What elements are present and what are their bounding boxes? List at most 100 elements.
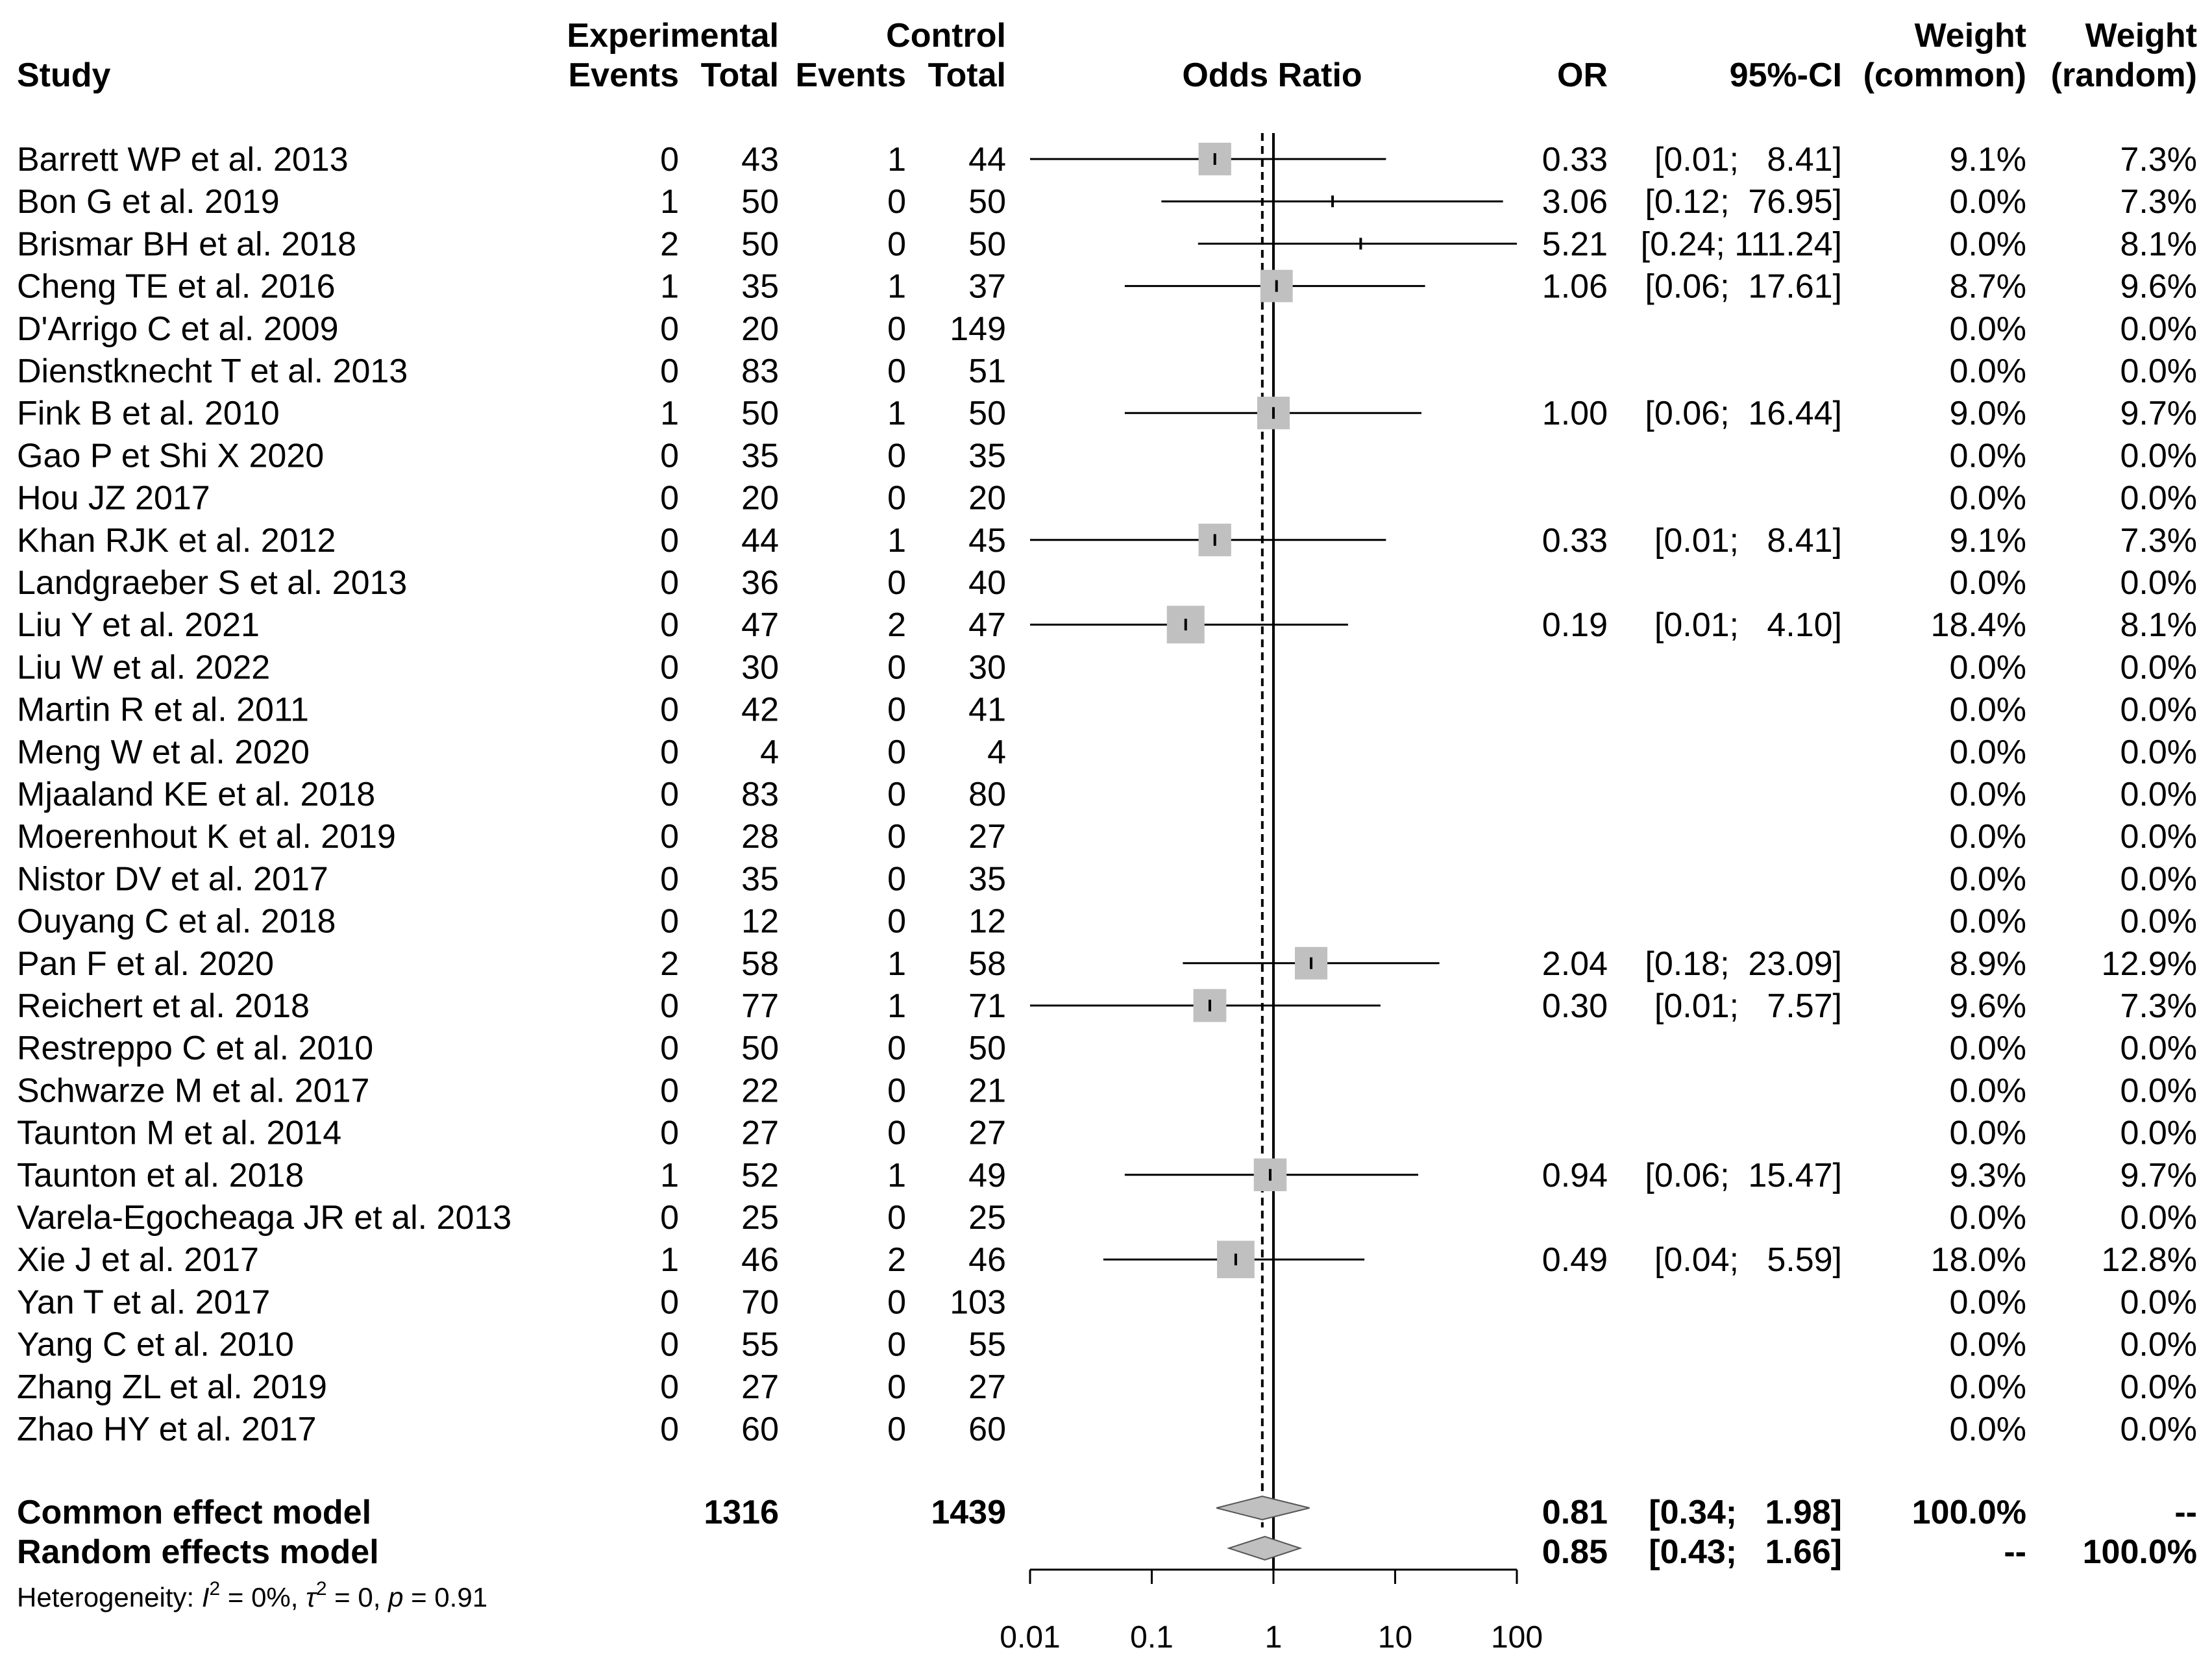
header-odds-ratio: Odds Ratio — [1182, 56, 1362, 94]
weight-random: 0.0% — [2120, 1199, 2197, 1237]
exp-total: 77 — [741, 987, 779, 1025]
exp-total: 27 — [741, 1115, 779, 1152]
weight-random: 0.0% — [2120, 310, 2197, 348]
header-ctrl-total: Total — [928, 56, 1006, 94]
exp-events: 1 — [660, 1157, 679, 1194]
ctrl-total: 46 — [968, 1241, 1006, 1279]
ci-value: [0.18; 23.09] — [1645, 945, 1842, 983]
weight-random: 7.3% — [2120, 141, 2197, 179]
exp-events: 0 — [660, 734, 679, 771]
ctrl-events: 1 — [887, 987, 906, 1025]
exp-total: 58 — [741, 945, 779, 983]
common-ctrl-total: 1439 — [931, 1494, 1006, 1531]
weight-random: 0.0% — [2120, 776, 2197, 813]
common-exp-total: 1316 — [704, 1494, 779, 1531]
ctrl-events: 0 — [887, 860, 906, 898]
ctrl-events: 0 — [887, 352, 906, 390]
weight-common: 0.0% — [1949, 903, 2026, 941]
ctrl-events: 1 — [887, 268, 906, 306]
ctrl-events: 0 — [887, 1326, 906, 1364]
exp-events: 0 — [660, 1072, 679, 1109]
weight-common: 8.7% — [1949, 268, 2026, 306]
ctrl-events: 0 — [887, 648, 906, 686]
x-tick-label: 10 — [1378, 1620, 1412, 1655]
study-name: Khan RJK et al. 2012 — [17, 522, 336, 560]
weight-random: 0.0% — [2120, 648, 2197, 686]
study-name: Varela-Egocheaga JR et al. 2013 — [17, 1199, 511, 1237]
ctrl-events: 1 — [887, 522, 906, 560]
weight-common: 9.1% — [1949, 141, 2026, 179]
weight-random: 0.0% — [2120, 1115, 2197, 1152]
ctrl-total: 21 — [968, 1072, 1006, 1109]
weight-common: 18.4% — [1931, 606, 2026, 644]
exp-total: 35 — [741, 437, 779, 475]
exp-total: 52 — [741, 1157, 779, 1194]
random-weight-common: -- — [2004, 1533, 2026, 1571]
weight-common: 0.0% — [1949, 480, 2026, 517]
ctrl-total: 45 — [968, 522, 1006, 560]
header-ci: 95%-CI — [1730, 56, 1842, 94]
exp-total: 83 — [741, 776, 779, 813]
or-value: 0.94 — [1542, 1157, 1608, 1194]
ctrl-total: 71 — [968, 987, 1006, 1025]
ctrl-events: 0 — [887, 310, 906, 348]
ctrl-events: 0 — [887, 225, 906, 263]
header-study: Study — [17, 56, 111, 94]
or-value: 0.33 — [1542, 522, 1608, 560]
weight-random: 9.7% — [2120, 395, 2197, 432]
weight-common: 9.0% — [1949, 395, 2026, 432]
weight-common: 0.0% — [1949, 776, 2026, 813]
weight-random: 12.8% — [2102, 1241, 2197, 1279]
study-name: Dienstknecht T et al. 2013 — [17, 352, 408, 390]
or-value: 0.19 — [1542, 606, 1608, 644]
exp-events: 0 — [660, 691, 679, 729]
weight-common: 8.9% — [1949, 945, 2026, 983]
study-name: D'Arrigo C et al. 2009 — [17, 310, 339, 348]
ctrl-events: 0 — [887, 437, 906, 475]
study-name: Mjaaland KE et al. 2018 — [17, 776, 375, 813]
or-value: 0.49 — [1542, 1241, 1608, 1279]
weight-common: 0.0% — [1949, 225, 2026, 263]
exp-total: 70 — [741, 1283, 779, 1321]
x-tick-label: 0.1 — [1130, 1620, 1174, 1655]
ctrl-events: 0 — [887, 1368, 906, 1406]
study-table: Barrett WP et al. 2013 0 43 1 44 0.33 [0.01; 8… — [17, 141, 2197, 1448]
ctrl-total: 103 — [950, 1283, 1006, 1321]
or-value: 1.06 — [1542, 268, 1608, 306]
study-name: Barrett WP et al. 2013 — [17, 141, 349, 179]
ctrl-total: 25 — [968, 1199, 1006, 1237]
weight-common: 9.3% — [1949, 1157, 2026, 1194]
ctrl-events: 0 — [887, 564, 906, 602]
exp-events: 0 — [660, 1368, 679, 1406]
exp-events: 0 — [660, 564, 679, 602]
study-name: Meng W et al. 2020 — [17, 734, 310, 771]
ci-value: [0.04; 5.59] — [1654, 1241, 1842, 1279]
study-name: Liu Y et al. 2021 — [17, 606, 260, 644]
exp-events: 0 — [660, 1326, 679, 1364]
exp-total: 83 — [741, 352, 779, 390]
weight-common: 0.0% — [1949, 1326, 2026, 1364]
study-name: Fink B et al. 2010 — [17, 395, 280, 432]
ci-value: [0.06; 16.44] — [1645, 395, 1842, 432]
weight-random: 0.0% — [2120, 564, 2197, 602]
weight-random: 0.0% — [2120, 1368, 2197, 1406]
exp-events: 0 — [660, 310, 679, 348]
study-name: Zhao HY et al. 2017 — [17, 1411, 317, 1448]
ctrl-events: 1 — [887, 945, 906, 983]
study-name: Gao P et Shi X 2020 — [17, 437, 324, 475]
ctrl-total: 35 — [968, 860, 1006, 898]
het-i2-superscript: 2 — [210, 1578, 221, 1599]
weight-random: 0.0% — [2120, 818, 2197, 856]
ci-value: [0.01; 8.41] — [1654, 141, 1842, 179]
exp-total: 28 — [741, 818, 779, 856]
heterogeneity-text: Heterogeneity: I2 = 0%, τ2 = 0, p = 0.91 — [17, 1578, 487, 1612]
het-tau-value: = 0, — [327, 1582, 389, 1612]
ctrl-total: 27 — [968, 818, 1006, 856]
header-weight-common: Weight — [1915, 17, 2026, 55]
weight-random: 0.0% — [2120, 352, 2197, 390]
header-common: (common) — [1863, 56, 2026, 94]
ctrl-events: 1 — [887, 395, 906, 432]
ctrl-total: 47 — [968, 606, 1006, 644]
ctrl-total: 40 — [968, 564, 1006, 602]
